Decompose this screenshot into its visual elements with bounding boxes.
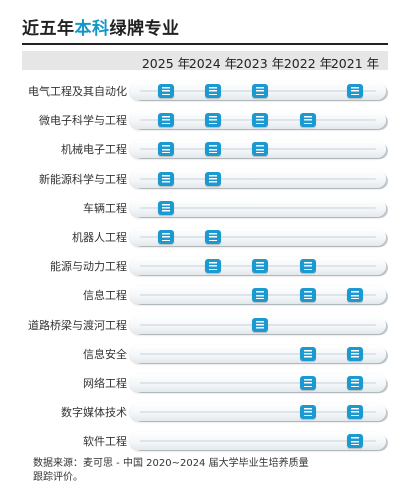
list-icon-r11-c4	[347, 405, 363, 420]
list-icon-r7-c3	[300, 288, 316, 303]
year-header-3: 2022 年	[283, 56, 333, 71]
row-label-6: 能源与动力工程	[50, 260, 127, 274]
row-label-5: 机器人工程	[72, 231, 127, 244]
row-label-1: 微电子科学与工程	[39, 114, 127, 128]
title-divider	[22, 43, 388, 45]
list-icon-r6-c2	[252, 259, 268, 274]
list-icon-r2-c0	[158, 142, 174, 157]
list-icon-r11-c3	[300, 405, 316, 420]
list-icon-r7-c4	[347, 288, 363, 303]
list-icon-r10-c3	[300, 376, 316, 390]
list-icon-r5-c0	[158, 230, 174, 244]
list-icon-r12-c4	[347, 434, 363, 449]
list-icon-r6-c3	[300, 259, 316, 274]
list-icon-r1-c0	[158, 113, 174, 128]
year-header-2: 2023 年	[235, 56, 285, 71]
list-icon-r8-c2	[252, 317, 268, 332]
list-icon-r5-c1	[205, 230, 221, 244]
row-label-7: 信息工程	[83, 289, 127, 303]
row-label-3: 新能源科学与工程	[39, 172, 127, 186]
list-icon-r3-c0	[158, 171, 174, 186]
row-track-5	[130, 228, 386, 246]
list-icon-r9-c3	[300, 346, 316, 361]
year-header-4: 2021 年	[330, 56, 380, 71]
row-label-4: 车辆工程	[83, 201, 127, 215]
row-label-8: 道路桥梁与渡河工程	[28, 318, 127, 332]
list-icon-r0-c0	[158, 84, 174, 98]
list-icon-r1-c3	[300, 113, 316, 128]
row-label-12: 软件工程	[83, 435, 127, 449]
row-track-3	[130, 169, 386, 188]
row-track-9	[130, 344, 386, 363]
source-line-1: 数据来源：麦可思 - 中国 2020~2024 届大学毕业生培养质量	[33, 458, 309, 469]
list-icon-r9-c4	[347, 346, 363, 361]
page-title: 近五年本科绿牌专业	[22, 14, 180, 39]
row-label-9: 信息安全	[83, 347, 127, 361]
row-track-11	[130, 403, 386, 422]
row-label-10: 网络工程	[83, 377, 127, 390]
title-suffix: 绿牌专业	[109, 19, 180, 39]
title-plain: 近五年	[22, 19, 75, 39]
list-icon-r6-c1	[205, 259, 221, 274]
row-track-4	[130, 198, 386, 217]
row-label-0: 电气工程及其自动化	[28, 85, 127, 98]
source-line-2: 跟踪评价。	[33, 472, 83, 483]
row-track-10	[130, 374, 386, 392]
list-icon-r0-c2	[252, 84, 268, 98]
list-icon-r7-c2	[252, 288, 268, 303]
list-icon-r1-c2	[252, 113, 268, 128]
list-icon-r0-c1	[205, 84, 221, 98]
list-icon-r1-c1	[205, 113, 221, 128]
year-header-0: 2025 年	[141, 56, 191, 71]
row-track-12	[130, 432, 386, 451]
list-icon-r2-c2	[252, 142, 268, 157]
row-label-2: 机械电子工程	[61, 143, 127, 157]
title-highlight: 本科	[74, 19, 110, 39]
year-header-1: 2024 年	[188, 56, 238, 71]
source-note: 数据来源：麦可思 - 中国 2020~2024 届大学毕业生培养质量 跟踪评价。	[33, 457, 333, 485]
list-icon-r2-c1	[205, 142, 221, 157]
list-icon-r0-c4	[347, 84, 363, 98]
row-label-11: 数字媒体技术	[61, 406, 127, 420]
list-icon-r3-c1	[205, 171, 221, 186]
year-header-bar	[22, 51, 388, 70]
list-icon-r4-c0	[158, 200, 174, 215]
list-icon-r10-c4	[347, 376, 363, 390]
